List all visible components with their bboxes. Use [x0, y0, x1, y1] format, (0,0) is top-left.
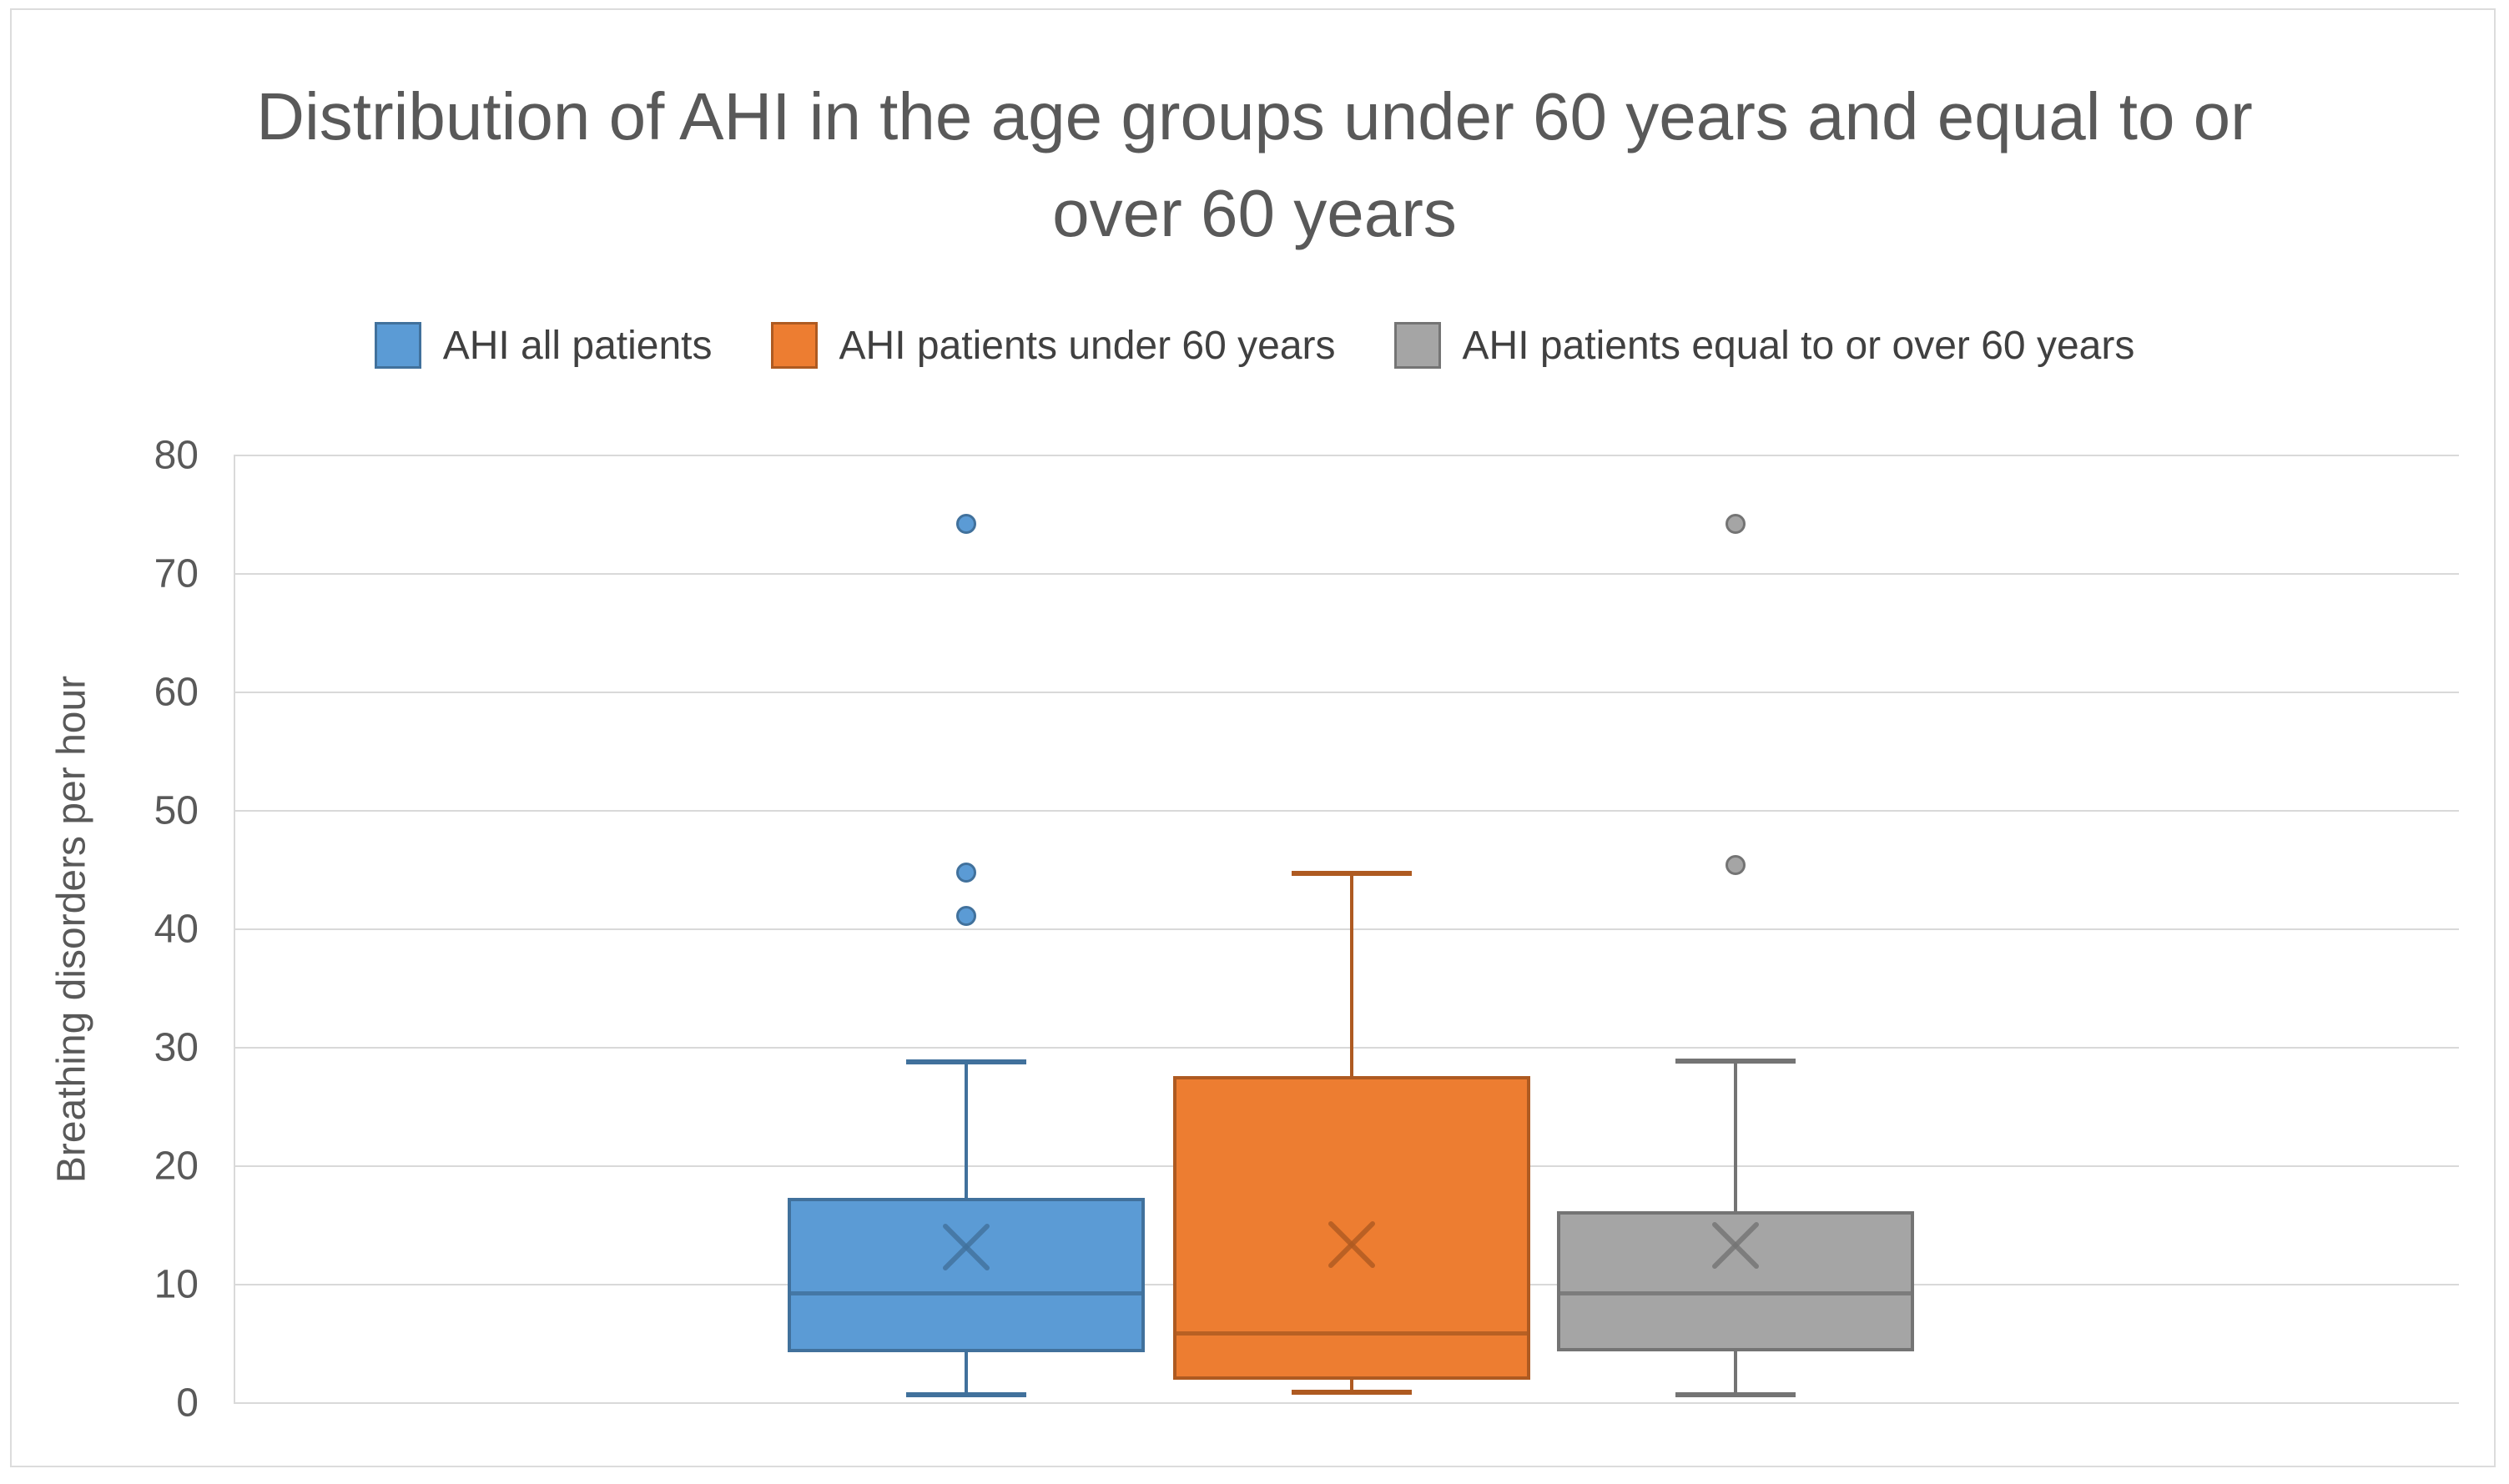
y-tick-label: 20 [154, 1144, 199, 1189]
legend-swatch-icon [1393, 322, 1441, 369]
chart-title: Distribution of AHI in the age groups un… [0, 68, 2509, 262]
outlier-point [956, 514, 976, 535]
y-tick-label: 30 [154, 1025, 199, 1070]
y-tick-label: 70 [154, 551, 199, 596]
whisker-line [965, 1351, 968, 1396]
whisker-line [1350, 1379, 1353, 1393]
outlier-point [956, 862, 976, 883]
legend: AHI all patients AHI patients under 60 ye… [0, 322, 2509, 369]
y-tick-label: 0 [176, 1381, 199, 1426]
whisker-cap [1675, 1058, 1796, 1064]
y-tick-label: 10 [154, 1262, 199, 1307]
chart-title-line: over 60 years [1052, 176, 1457, 250]
box-2 [1173, 1076, 1530, 1380]
legend-swatch-icon [770, 322, 818, 369]
whisker-line [1350, 873, 1353, 1077]
median-line [1560, 1290, 1911, 1295]
legend-item: AHI patients equal to or over 60 years [1393, 322, 2135, 369]
legend-label: AHI patients under 60 years [839, 323, 1336, 368]
outlier-point [1726, 855, 1746, 876]
whisker-line [965, 1062, 968, 1199]
whisker-cap [1675, 1392, 1796, 1398]
mean-marker [939, 1220, 994, 1279]
legend-swatch-icon [374, 322, 421, 369]
plot-left-border [234, 455, 235, 1403]
chart-title-line: Distribution of AHI in the age groups un… [256, 79, 2253, 153]
gridline [234, 573, 2459, 575]
y-tick-label: 40 [154, 907, 199, 952]
legend-label: AHI all patients [442, 323, 713, 368]
outlier-point [1726, 514, 1746, 535]
box-3 [1557, 1210, 1914, 1351]
y-tick-label: 80 [154, 433, 199, 478]
chart-border [10, 8, 2496, 1467]
whisker-line [1734, 1351, 1737, 1396]
gridline [234, 1402, 2459, 1404]
gridline [234, 1047, 2459, 1049]
outlier-point [956, 906, 976, 927]
gridline [234, 692, 2459, 693]
y-tick-label: 60 [154, 670, 199, 715]
median-line [1176, 1331, 1527, 1336]
gridline [234, 455, 2459, 456]
mean-marker [1708, 1218, 1763, 1277]
whisker-cap [906, 1392, 1026, 1398]
legend-item: AHI patients under 60 years [770, 322, 1336, 369]
whisker-cap [906, 1059, 1026, 1065]
whisker-line [1734, 1060, 1737, 1211]
legend-item: AHI all patients [374, 322, 713, 369]
whisker-cap [1292, 1390, 1412, 1396]
whisker-cap [1292, 871, 1412, 877]
y-tick-label: 50 [154, 788, 199, 833]
gridline [234, 810, 2459, 812]
mean-marker [1324, 1217, 1379, 1276]
box-1 [788, 1198, 1145, 1352]
median-line [791, 1290, 1141, 1295]
gridline [234, 928, 2459, 930]
legend-label: AHI patients equal to or over 60 years [1462, 323, 2135, 368]
